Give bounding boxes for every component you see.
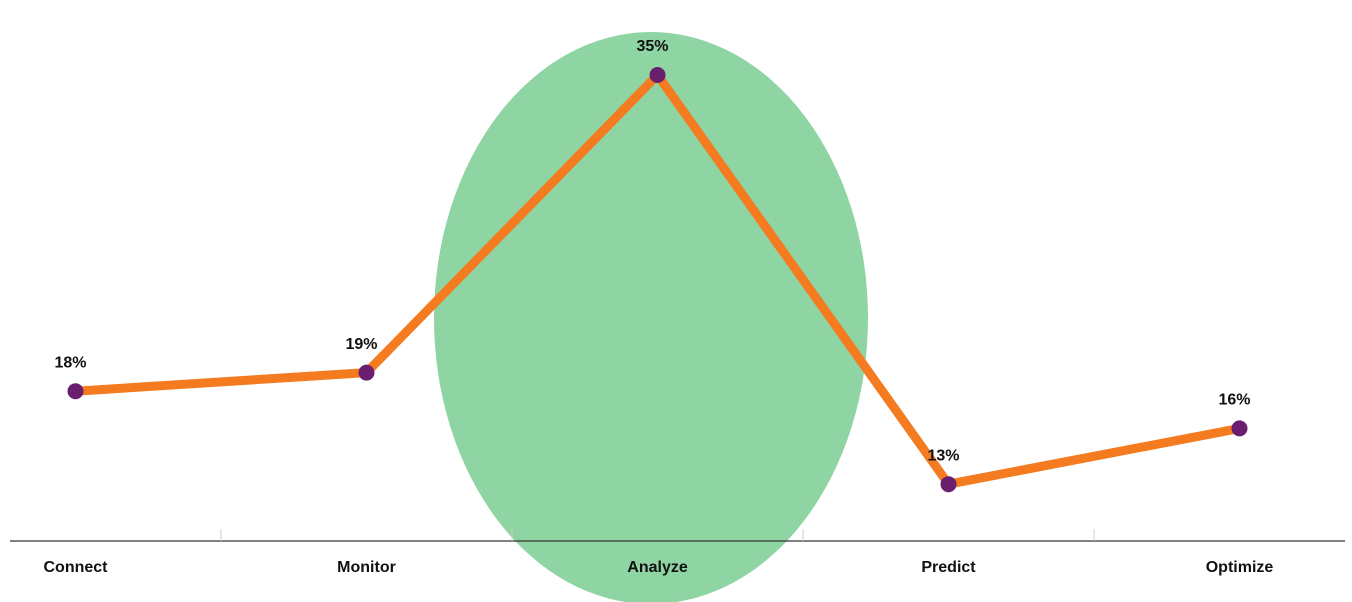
marker (1231, 420, 1248, 437)
x-tick-label: Analyze (627, 559, 688, 576)
marker (67, 383, 84, 400)
data-label: 16% (1218, 392, 1250, 409)
data-label: 13% (927, 447, 959, 464)
marker (940, 476, 957, 493)
x-tick-label: Monitor (337, 559, 396, 576)
data-label: 19% (345, 336, 377, 353)
x-tick-label: Optimize (1206, 559, 1274, 576)
marker (358, 364, 375, 381)
marker (649, 67, 666, 83)
data-label: 35% (636, 38, 668, 55)
highlight (434, 32, 868, 602)
x-tick-label: Connect (44, 559, 109, 576)
data-label: 18% (54, 354, 86, 371)
x-tick-label: Predict (921, 559, 976, 576)
